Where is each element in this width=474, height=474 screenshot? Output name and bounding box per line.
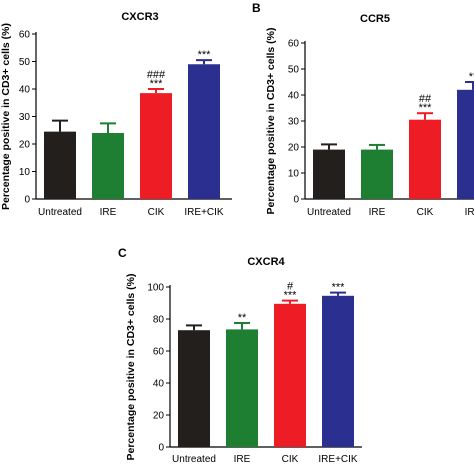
bar-2 [226, 329, 258, 447]
bar-4 [188, 64, 220, 199]
bar-1 [44, 131, 76, 199]
y-tick-label: 30 [288, 117, 300, 128]
category-label: IRE [100, 207, 117, 218]
chart-panel-cxcr4: C CXCR4 Percentage positive in CD3+ cells … [118, 246, 362, 465]
y-axis-label: Percentage positive in CD3+ cells (%) [0, 23, 12, 210]
category-label: CIK [417, 207, 434, 218]
category-label: IRE [369, 207, 386, 218]
panel-label: C [118, 246, 127, 260]
y-tick-label: 10 [19, 167, 31, 178]
y-axis-label: Percentage positive in CD3+ cells (%) [125, 273, 137, 460]
bar-1 [313, 149, 345, 199]
bar-3 [274, 303, 306, 447]
chart-title: CXCR3 [121, 11, 158, 23]
category-label: IRE [465, 207, 474, 218]
y-tick-label: 60 [19, 30, 31, 41]
y-tick-label: 10 [288, 169, 300, 180]
significance-hash: ## [419, 93, 432, 105]
y-tick-label: 50 [288, 65, 300, 76]
category-label: CIK [148, 207, 165, 218]
y-tick-label: 50 [19, 57, 31, 68]
panel-label: B [252, 1, 261, 15]
category-label: IRE+CIK [318, 454, 358, 465]
category-label: Untreated [172, 454, 216, 465]
bar-2 [92, 133, 124, 199]
y-tick-label: 20 [153, 411, 165, 422]
y-tick-label: 60 [153, 347, 165, 358]
bar-3 [409, 119, 441, 199]
significance-hash: ### [147, 69, 166, 81]
significance-stars: ** [469, 71, 474, 83]
bar-4 [322, 295, 354, 447]
bar-1 [178, 330, 210, 447]
bar-4 [457, 89, 474, 199]
y-tick-label: 60 [288, 39, 300, 50]
y-tick-label: 40 [19, 85, 31, 96]
significance-stars: *** [150, 78, 164, 90]
y-tick-label: 20 [288, 143, 300, 154]
chart-title: CXCR4 [247, 256, 285, 268]
category-label: Untreated [307, 207, 351, 218]
y-tick-label: 30 [19, 112, 31, 123]
chart-panel-cxcr3: CXCR3 Percentage positive in CD3+ cells (… [0, 11, 232, 218]
category-label: IRE+CIK [184, 207, 224, 218]
significance-stars: ** [238, 312, 247, 324]
category-label: IRE [234, 454, 251, 465]
y-tick-label: 20 [19, 140, 31, 151]
significance-hash: # [287, 281, 294, 293]
bar-2 [361, 149, 393, 199]
significance-stars: *** [419, 102, 433, 114]
significance-stars: *** [198, 49, 212, 61]
y-axis-label: Percentage positive in CD3+ cells (%) [265, 27, 277, 214]
chart-title: CCR5 [360, 13, 390, 25]
y-tick-label: 100 [147, 283, 164, 294]
y-tick-label: 0 [24, 195, 30, 206]
significance-stars: *** [332, 282, 346, 294]
y-tick-label: 80 [153, 315, 165, 326]
y-tick-label: 40 [288, 91, 300, 102]
y-tick-label: 0 [293, 195, 299, 206]
y-tick-label: 0 [158, 443, 164, 454]
chart-panel-ccr5: B CCR5 Percentage positive in CD3+ cells (… [252, 1, 474, 218]
significance-stars: *** [284, 290, 298, 302]
y-tick-label: 40 [153, 379, 165, 390]
category-label: Untreated [38, 207, 82, 218]
category-label: CIK [282, 454, 299, 465]
bar-3 [140, 93, 172, 199]
